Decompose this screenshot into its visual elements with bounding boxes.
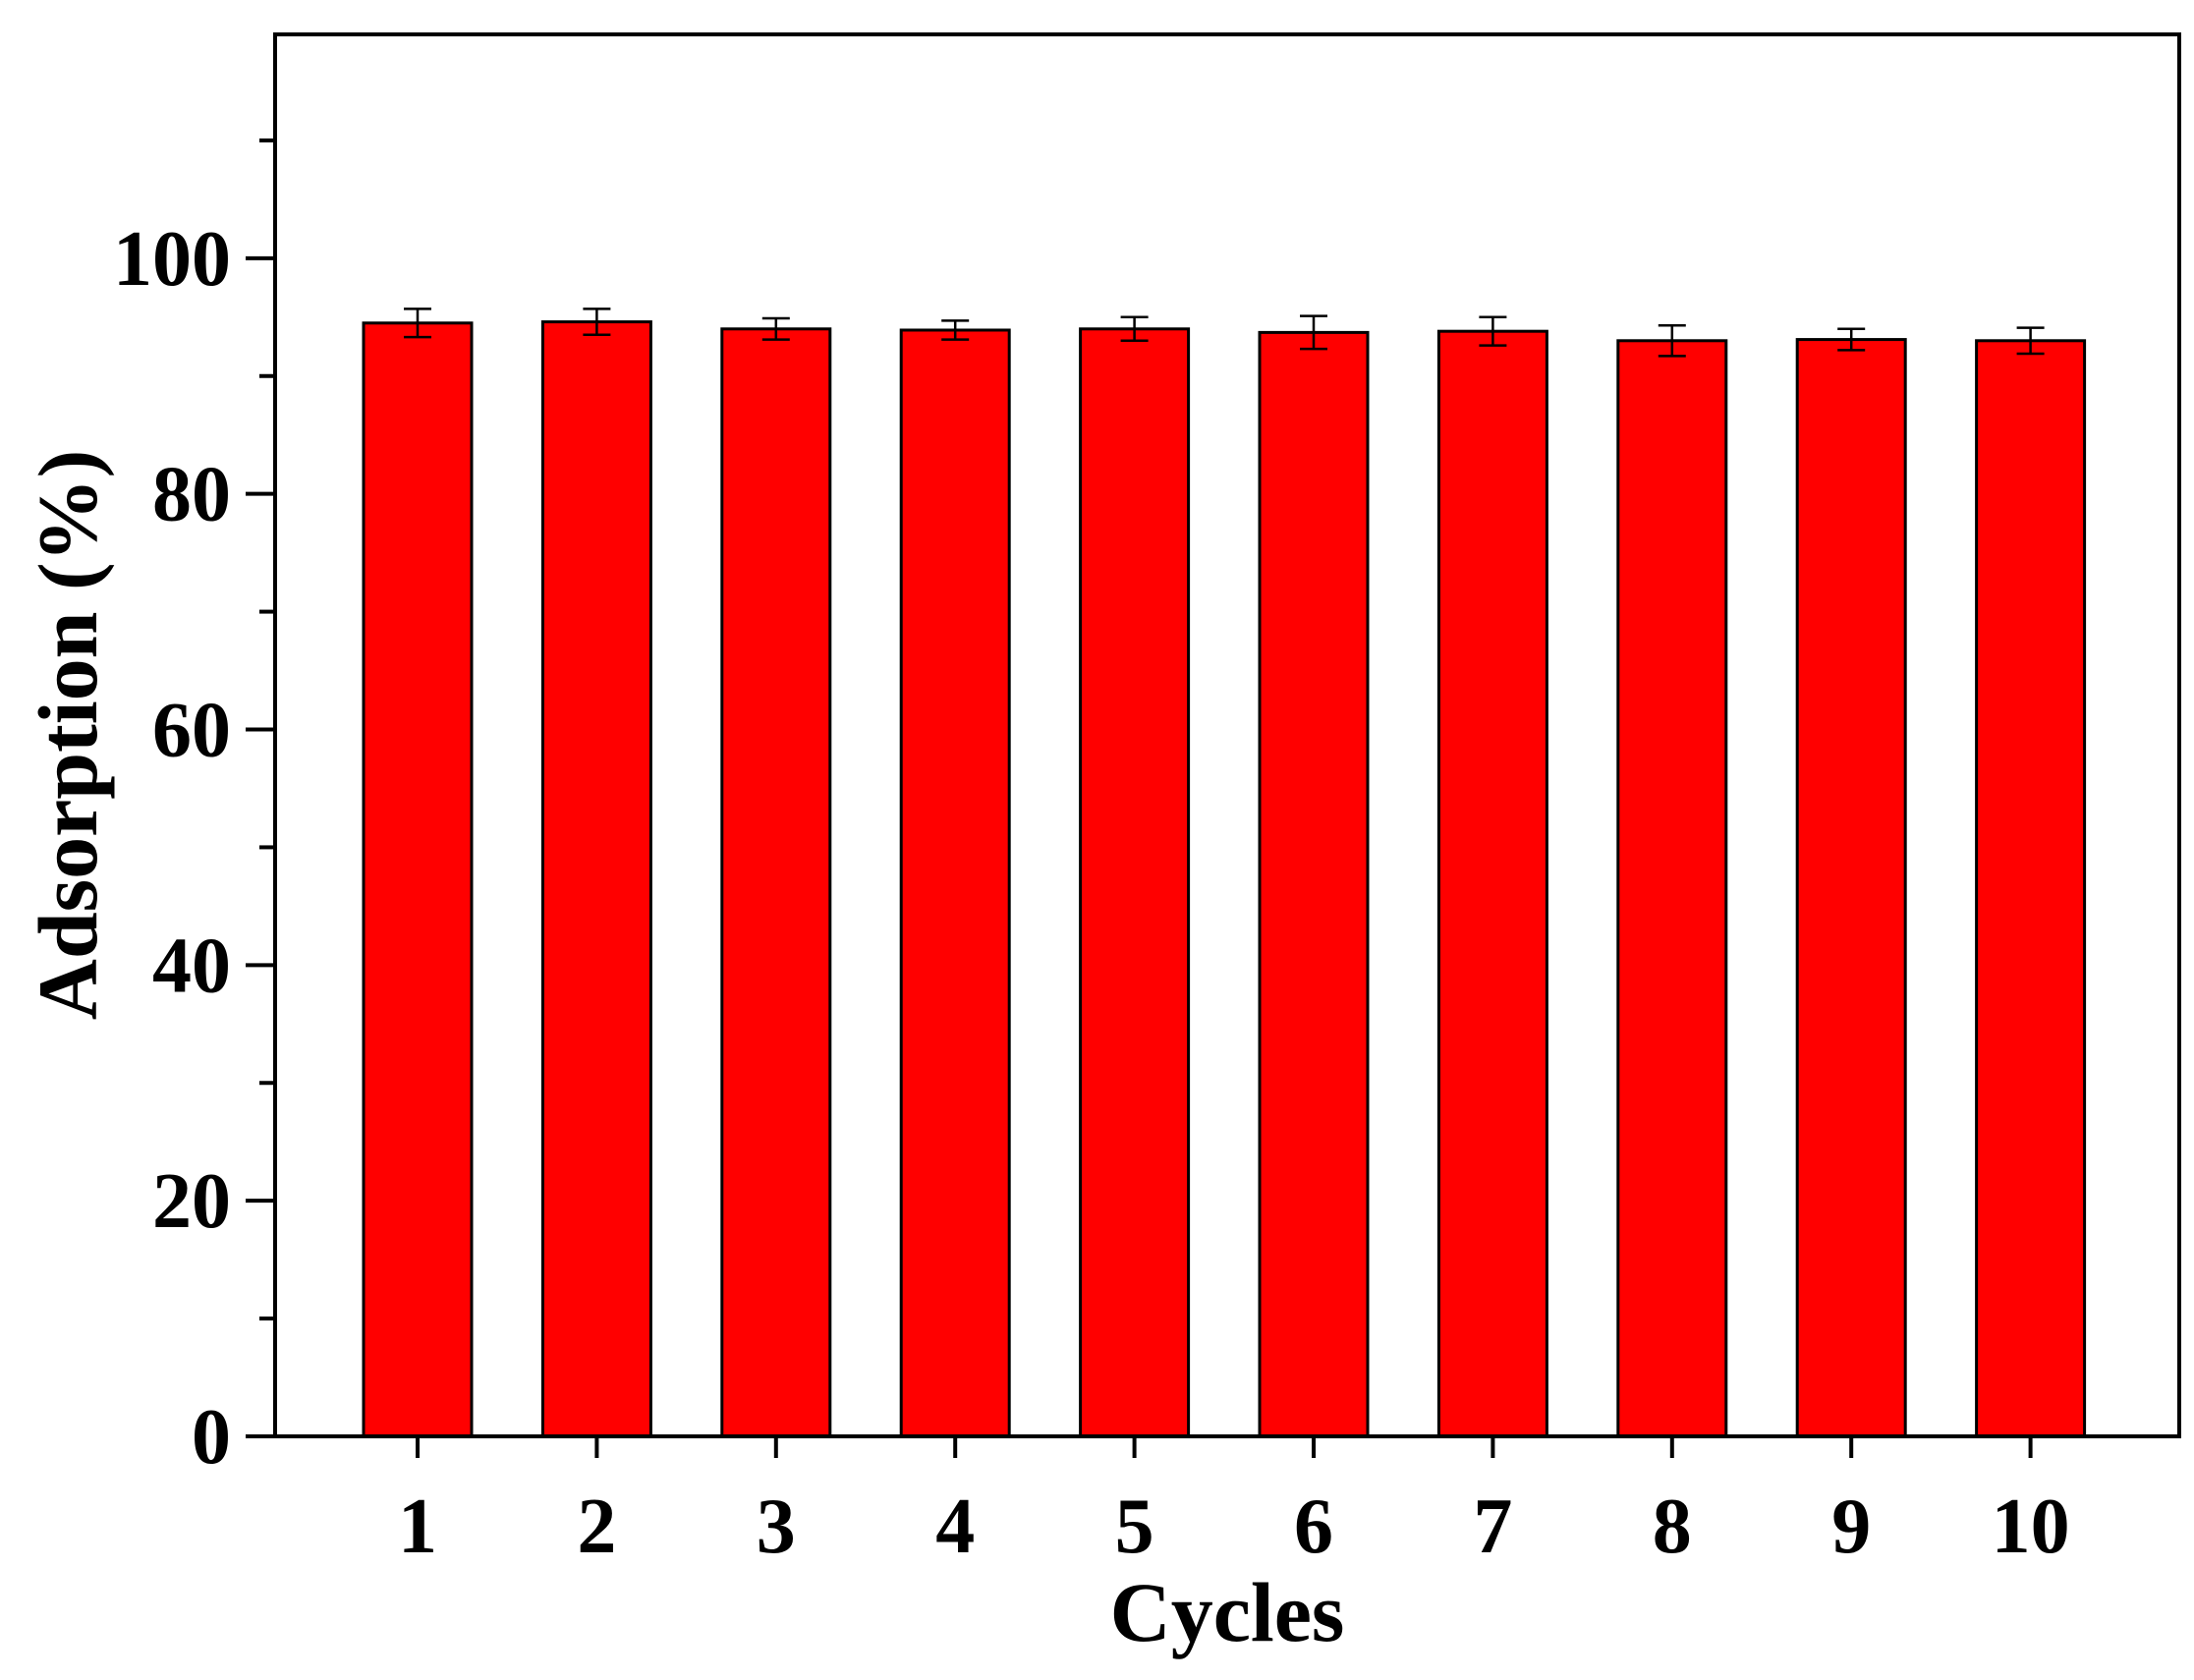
- x-tick-label-2: 2: [577, 1484, 616, 1570]
- x-axis-title: Cycles: [1110, 1565, 1345, 1659]
- x-tick-label-3: 3: [757, 1484, 796, 1570]
- error-bars-layer: [404, 308, 2045, 358]
- x-tick-label-8: 8: [1653, 1484, 1692, 1570]
- x-axis: 1 2 3 4 5 6 7 8 9 10: [398, 1436, 2070, 1570]
- x-tick-label-5: 5: [1115, 1484, 1154, 1570]
- bar-cycle-9: [1795, 338, 1907, 1438]
- y-tick-label-100: 100: [113, 216, 231, 303]
- y-tick-label-40: 40: [152, 923, 231, 1009]
- bar-cycle-7: [1436, 329, 1548, 1438]
- y-axis-title: Adsorption (%): [21, 450, 115, 1021]
- x-tick-label-7: 7: [1473, 1484, 1512, 1570]
- bar-cycle-10: [1975, 339, 2087, 1438]
- y-tick-label-20: 20: [152, 1158, 231, 1245]
- bar-cycle-2: [540, 320, 652, 1438]
- bar-cycle-6: [1258, 330, 1370, 1438]
- bar-cycle-5: [1079, 327, 1191, 1438]
- y-tick-label-80: 80: [152, 452, 231, 538]
- y-tick-label-60: 60: [152, 688, 231, 774]
- plot-frame: [273, 32, 2181, 1438]
- x-tick-label-4: 4: [935, 1484, 975, 1570]
- y-tick-label-0: 0: [192, 1394, 231, 1481]
- bar-cycle-1: [362, 321, 474, 1438]
- y-axis: 0 20 40 60 80 100: [113, 138, 275, 1481]
- x-tick-label-10: 10: [1992, 1484, 2070, 1570]
- bars-layer: [362, 320, 2087, 1438]
- x-tick-label-9: 9: [1831, 1484, 1871, 1570]
- bar-cycle-3: [720, 327, 832, 1438]
- x-tick-label-1: 1: [398, 1484, 437, 1570]
- bar-cycle-4: [899, 328, 1011, 1438]
- bar-cycle-8: [1616, 339, 1728, 1438]
- x-tick-label-6: 6: [1294, 1484, 1333, 1570]
